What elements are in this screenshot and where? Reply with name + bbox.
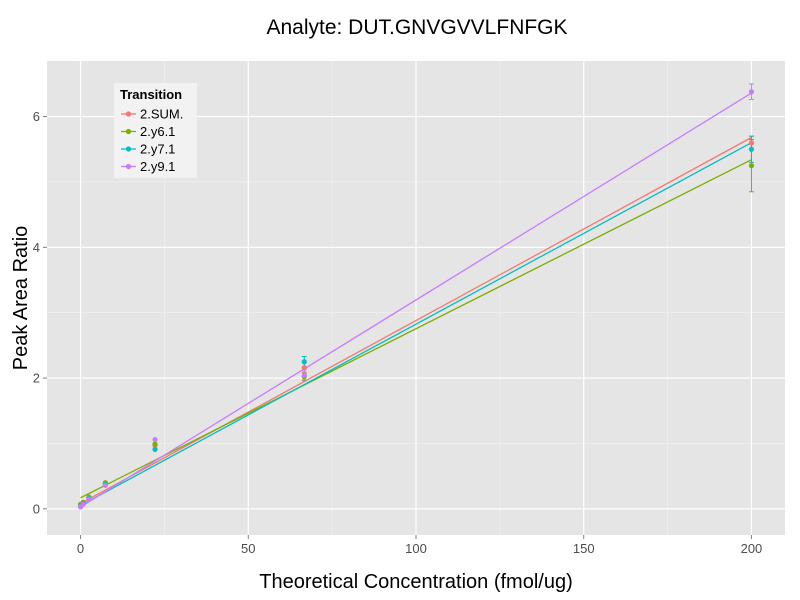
legend-label: 2.y9.1 bbox=[140, 159, 175, 174]
legend-key-point bbox=[125, 128, 132, 135]
fit-line-2.y6.1 bbox=[80, 159, 752, 499]
data-point bbox=[152, 436, 158, 443]
legend-key-point bbox=[125, 111, 132, 117]
y-tick-label: 2 bbox=[33, 371, 40, 386]
data-point bbox=[102, 482, 108, 488]
data-point bbox=[152, 441, 158, 447]
data-point bbox=[748, 89, 755, 95]
legend-label: 2.SUM. bbox=[140, 107, 183, 122]
data-point bbox=[80, 501, 86, 507]
x-tick-label: 200 bbox=[741, 541, 763, 556]
x-axis-ticks: 0 50 100 150 200 bbox=[77, 535, 762, 556]
data-points bbox=[77, 89, 755, 510]
fit-line-2.SUM. bbox=[80, 136, 752, 505]
data-point bbox=[86, 496, 92, 502]
data-point bbox=[748, 163, 755, 169]
legend-key-point bbox=[125, 146, 132, 152]
legend: Transition 2.SUM. 2.y6.1 2.y7.1 2.y9.1 bbox=[114, 83, 197, 178]
legend-items: 2.SUM. 2.y6.1 2.y7.1 2.y9.1 bbox=[121, 107, 183, 174]
fit-lines bbox=[80, 92, 752, 508]
y-axis-ticks: 0 2 4 6 bbox=[33, 109, 47, 516]
chart-title: Analyte: DUT.GNVGVVLFNFGK bbox=[266, 16, 567, 39]
legend-title: Transition bbox=[120, 87, 182, 102]
legend-key-point bbox=[125, 163, 132, 170]
legend-label: 2.y7.1 bbox=[140, 142, 175, 157]
data-point bbox=[301, 372, 307, 379]
x-tick-label: 150 bbox=[573, 541, 595, 556]
legend-label: 2.y6.1 bbox=[140, 124, 175, 139]
data-point bbox=[748, 140, 755, 146]
y-tick-label: 6 bbox=[33, 109, 40, 124]
fit-line-2.y7.1 bbox=[80, 142, 752, 507]
y-tick-label: 4 bbox=[33, 240, 40, 255]
data-point bbox=[301, 365, 307, 371]
x-tick-label: 100 bbox=[405, 541, 427, 556]
data-point bbox=[748, 146, 755, 152]
x-axis-title: Theoretical Concentration (fmol/ug) bbox=[259, 571, 572, 593]
fit-line-2.y9.1 bbox=[80, 92, 752, 508]
x-tick-label: 0 bbox=[77, 541, 84, 556]
data-point bbox=[152, 446, 158, 452]
y-tick-label: 0 bbox=[33, 501, 40, 516]
y-axis-title: Peak Area Ratio bbox=[10, 226, 32, 371]
data-point bbox=[301, 359, 307, 365]
x-tick-label: 50 bbox=[241, 541, 255, 556]
